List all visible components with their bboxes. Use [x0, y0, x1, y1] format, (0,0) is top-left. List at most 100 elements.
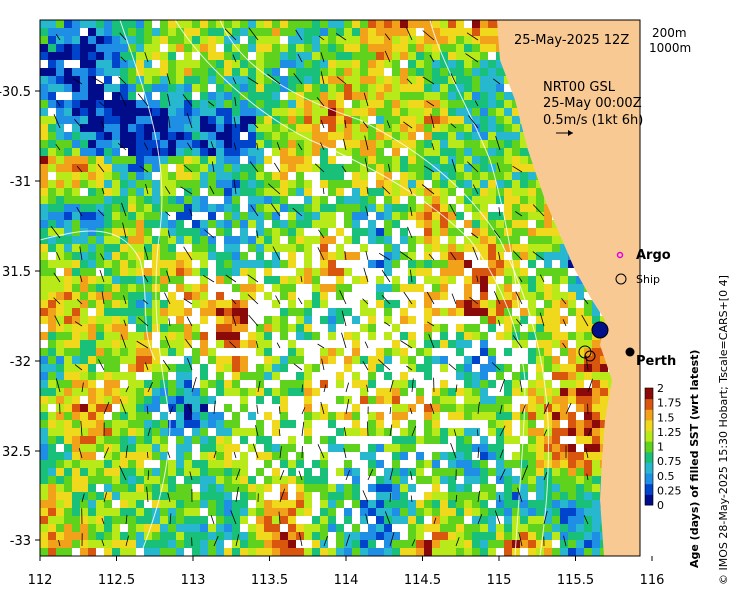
sst-cell — [96, 404, 104, 412]
current-vector — [247, 77, 259, 85]
sst-cell — [152, 164, 160, 172]
sst-cell — [392, 220, 400, 228]
sst-cell — [256, 452, 264, 460]
sst-cell — [376, 356, 384, 364]
sst-cell — [208, 508, 216, 516]
sst-cell — [536, 308, 544, 316]
sst-cell — [568, 356, 576, 364]
sst-cell — [344, 460, 352, 468]
sst-cell — [344, 268, 352, 276]
sst-cell — [480, 532, 488, 540]
sst-cell — [96, 412, 104, 420]
sst-cell — [544, 492, 552, 500]
current-vector — [345, 382, 349, 393]
sst-cell — [104, 364, 112, 372]
sst-cell — [224, 244, 232, 252]
sst-cell — [328, 132, 336, 140]
sst-cell — [440, 500, 448, 508]
sst-cell — [184, 388, 192, 396]
sst-cell — [496, 332, 504, 340]
sst-cell — [408, 404, 416, 412]
sst-cell — [528, 412, 536, 420]
sst-cell — [472, 196, 480, 204]
sst-cell — [128, 540, 136, 548]
sst-cell — [504, 164, 512, 172]
sst-cell — [248, 372, 256, 380]
current-vector — [317, 247, 325, 261]
sst-cell — [464, 284, 472, 292]
sst-cell — [80, 44, 88, 52]
sst-cell — [144, 44, 152, 52]
sst-cell — [424, 340, 432, 348]
sst-cell — [568, 412, 576, 420]
current-vector — [167, 451, 171, 459]
current-vector — [467, 161, 479, 173]
sst-cell — [360, 108, 368, 116]
current-vector — [583, 298, 589, 305]
sst-cell — [176, 276, 184, 284]
sst-cell — [400, 548, 408, 556]
sst-cell — [352, 76, 360, 84]
sst-cell — [264, 52, 272, 60]
sst-cell — [504, 108, 512, 116]
current-vector — [366, 421, 369, 437]
sst-cell — [280, 228, 288, 236]
sst-cell — [216, 356, 224, 364]
sst-cell — [304, 28, 312, 36]
sst-cell — [336, 164, 344, 172]
sst-cell — [104, 380, 112, 388]
sst-cell — [384, 252, 392, 260]
sst-cell — [208, 452, 216, 460]
sst-cell — [560, 516, 568, 524]
current-vector — [204, 229, 215, 239]
sst-cell — [120, 356, 128, 364]
sst-cell — [432, 540, 440, 548]
sst-cell — [520, 316, 528, 324]
sst-cell — [344, 492, 352, 500]
sst-cell — [224, 548, 232, 556]
sst-cell — [96, 444, 104, 452]
sst-cell — [440, 44, 448, 52]
sst-cell — [552, 356, 560, 364]
sst-cell — [232, 244, 240, 252]
sst-cell — [376, 500, 384, 508]
sst-cell — [384, 524, 392, 532]
current-vector — [231, 298, 237, 305]
sst-cell — [48, 548, 56, 556]
sst-cell — [576, 484, 584, 492]
sst-cell — [232, 60, 240, 68]
current-vector — [561, 297, 567, 305]
sst-cell — [144, 164, 152, 172]
sst-cell — [344, 108, 352, 116]
sst-cell — [536, 212, 544, 220]
sst-cell — [72, 492, 80, 500]
sst-cell — [304, 412, 312, 420]
sst-cell — [72, 540, 80, 548]
sst-cell — [168, 116, 176, 124]
sst-cell — [64, 44, 72, 52]
sst-cell — [96, 212, 104, 220]
sst-cell — [168, 548, 176, 556]
sst-cell — [240, 268, 248, 276]
sst-cell — [480, 68, 488, 76]
sst-cell — [104, 276, 112, 284]
sst-cell — [464, 124, 472, 132]
sst-cell — [208, 220, 216, 228]
sst-cell — [344, 428, 352, 436]
sst-cell — [376, 364, 384, 372]
sst-cell — [400, 348, 408, 356]
sst-cell — [80, 316, 88, 324]
sst-cell — [96, 188, 104, 196]
sst-cell — [264, 276, 272, 284]
sst-cell — [96, 332, 104, 340]
sst-cell — [448, 516, 456, 524]
sst-cell — [456, 108, 464, 116]
sst-cell — [280, 140, 288, 148]
sst-cell — [336, 276, 344, 284]
sst-cell — [416, 180, 424, 188]
sst-cell — [200, 164, 208, 172]
sst-cell — [480, 468, 488, 476]
sst-cell — [112, 220, 120, 228]
sst-cell — [560, 372, 568, 380]
sst-cell — [576, 452, 584, 460]
